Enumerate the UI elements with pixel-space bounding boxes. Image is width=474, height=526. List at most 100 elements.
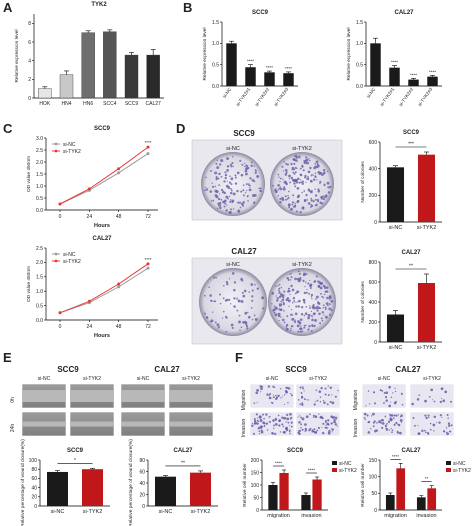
colony-dot xyxy=(215,162,218,165)
colony-dot xyxy=(301,180,305,183)
colony-dot xyxy=(291,168,294,171)
colony-dot xyxy=(316,179,318,181)
colony-dot xyxy=(218,172,221,176)
stained-cell xyxy=(315,431,317,433)
colony-dot xyxy=(279,197,282,201)
colony-images: SCC9 si-NC si-TYK2 CAL27 si-NC si-TYK2 xyxy=(191,129,343,345)
legend-swatch xyxy=(446,461,451,465)
colony-dot xyxy=(319,286,323,290)
series-line xyxy=(59,146,149,205)
y-tick-label: 1.5 xyxy=(356,20,363,26)
colony-dot xyxy=(220,159,224,163)
stained-cell xyxy=(331,428,334,431)
colony-dot xyxy=(328,295,332,298)
significance-mark: **** xyxy=(266,65,273,70)
colony-dot xyxy=(242,320,245,324)
colony-dot xyxy=(278,176,280,178)
stained-cell xyxy=(446,432,449,436)
y-tick-label: 100 xyxy=(29,458,38,464)
colony-dot xyxy=(305,273,308,276)
chart-d1: 0 200 400 600 SCC9 Number of colonies si-NC si-… xyxy=(360,130,442,231)
colony-dot xyxy=(310,197,312,200)
stained-cell xyxy=(334,423,337,426)
stained-cell xyxy=(390,396,393,399)
colony-dot xyxy=(277,183,280,187)
y-axis-label: OD value 450nm xyxy=(26,156,32,192)
colony-dot xyxy=(285,198,287,201)
stained-cell xyxy=(260,391,262,393)
colony-dot xyxy=(241,202,244,206)
wound-gap xyxy=(70,390,114,402)
stained-cell xyxy=(364,418,366,421)
x-tick-label: si-TYK2 xyxy=(417,345,437,351)
colony-dot xyxy=(242,194,245,197)
colony-dot xyxy=(225,316,228,319)
stained-cell xyxy=(301,417,305,421)
significance-mark: *** xyxy=(408,142,414,148)
stained-cell xyxy=(283,403,286,405)
colony-dot xyxy=(280,286,283,289)
significance-mark: ** xyxy=(425,476,429,481)
stained-cell xyxy=(260,425,262,427)
colony-dot xyxy=(277,194,279,197)
colony-dot xyxy=(250,306,253,309)
colony-dot xyxy=(285,325,288,328)
colony-dot xyxy=(244,169,248,173)
stained-cell xyxy=(318,413,320,415)
stained-cell xyxy=(268,394,271,396)
stained-cell xyxy=(331,428,333,430)
stained-cell xyxy=(299,403,302,406)
colony-dot xyxy=(258,187,260,190)
colony-dot xyxy=(224,173,228,177)
colony-dot xyxy=(231,272,235,275)
colony-dot xyxy=(308,157,310,160)
bar xyxy=(103,31,117,99)
colony-dot xyxy=(210,299,213,302)
colony-dot xyxy=(290,327,292,330)
stained-cell xyxy=(266,429,269,431)
significance-mark: **** xyxy=(285,66,292,71)
y-tick-label: 20 xyxy=(139,492,145,498)
stained-cell xyxy=(252,432,255,435)
y-tick-label: 150 xyxy=(251,470,260,476)
x-tick-label: HOK xyxy=(39,101,51,107)
x-tick-label: SCC9 xyxy=(125,101,139,107)
colony-dot xyxy=(290,273,292,275)
stained-cell xyxy=(441,416,443,419)
x-axis-label: Hours xyxy=(94,333,110,339)
colony-dot xyxy=(301,165,304,168)
stained-cell xyxy=(325,424,327,426)
colony-dot xyxy=(304,286,306,288)
stained-cell xyxy=(444,390,448,394)
colony-dot xyxy=(279,177,282,180)
y-tick-label: 8 xyxy=(28,21,31,27)
colony-dot xyxy=(321,319,324,322)
stained-cell xyxy=(368,403,371,405)
colony-dot xyxy=(289,293,291,296)
y-tick-label: 80 xyxy=(31,467,37,473)
y-tick-label: 50 xyxy=(253,495,259,501)
colony-dot xyxy=(326,296,329,300)
panel-letter-f: F xyxy=(235,350,243,365)
colony-dot xyxy=(253,314,256,317)
y-tick-label: 100 xyxy=(251,483,260,489)
colony-dot xyxy=(320,281,324,285)
colony-dot xyxy=(279,200,282,204)
x-tick-label: 48 xyxy=(116,214,122,220)
transwell-image xyxy=(361,383,407,409)
colony-dot xyxy=(310,190,313,194)
bar xyxy=(385,495,395,510)
colony-dot xyxy=(228,211,231,214)
y-axis-label: Relative cell number xyxy=(242,463,248,507)
wound-col-label-2: si-TYK2 xyxy=(83,376,101,382)
colony-dot xyxy=(221,317,224,319)
colony-dot xyxy=(236,298,238,300)
colony-dot xyxy=(299,325,302,327)
colony-dot xyxy=(240,326,243,328)
chart-f2: 0 50 100 150 CAL27 Relative cell number **** mi… xyxy=(360,448,471,519)
transwell-row-label-migration-2: Migration xyxy=(353,390,359,411)
stained-cell xyxy=(286,391,289,394)
colony-dot xyxy=(277,312,281,316)
stained-cell xyxy=(313,428,316,431)
y-tick-label: 800 xyxy=(369,260,378,266)
